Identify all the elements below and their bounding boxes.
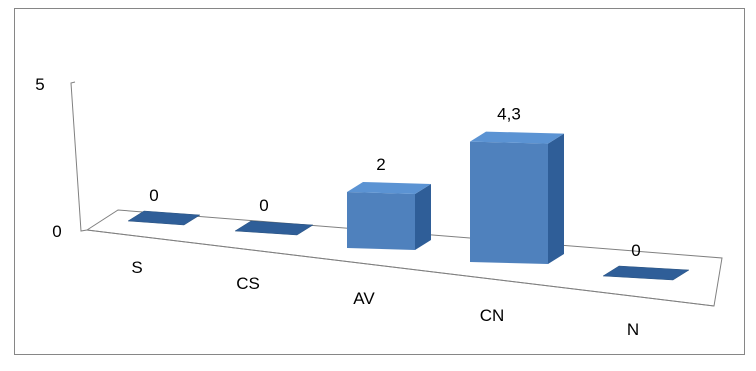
- bar-N: [602, 265, 690, 281]
- category-label-CN: CN: [480, 306, 505, 325]
- bar-top-face: [347, 182, 431, 194]
- back-wall-edge: [70, 81, 88, 232]
- bar-side-face: [415, 184, 431, 250]
- chart-border: [14, 8, 745, 355]
- bar-front-face: [470, 141, 548, 264]
- data-label-N: 0: [631, 241, 640, 260]
- category-label-S: S: [131, 258, 142, 277]
- bar-front-face: [347, 192, 415, 250]
- y-tick-label: 0: [52, 222, 61, 241]
- bar-AV: [347, 182, 431, 250]
- data-label-S: 0: [149, 186, 158, 205]
- y-tick-label: 5: [35, 75, 44, 94]
- data-label-CN: 4,3: [497, 105, 521, 124]
- category-label-AV: AV: [353, 289, 375, 308]
- bar-side-face: [548, 133, 564, 264]
- bar-top-face: [470, 131, 564, 144]
- bar-CS: [234, 220, 314, 236]
- category-label-CS: CS: [236, 274, 260, 293]
- floor-front-edge: [86, 229, 715, 307]
- bar-S: [127, 210, 201, 226]
- data-label-CS: 0: [259, 196, 268, 215]
- category-label-N: N: [627, 320, 639, 339]
- data-label-AV: 2: [376, 155, 385, 174]
- bar-CN: [470, 131, 564, 264]
